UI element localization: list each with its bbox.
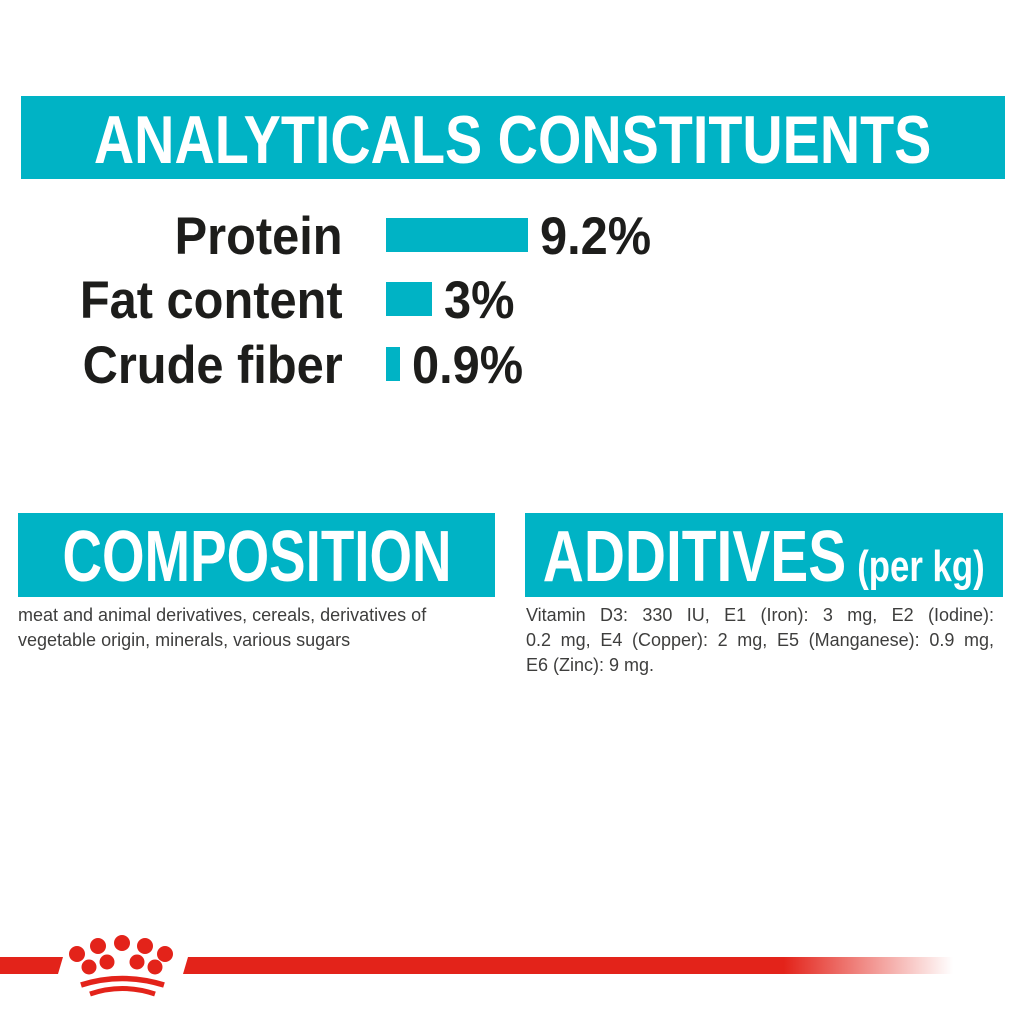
chart-row-crude-fiber: Crude fiber 0.9% — [0, 339, 533, 392]
composition-body: meat and animal derivatives, cereals, de… — [18, 603, 496, 653]
chart-bar-fat-content — [386, 282, 432, 316]
composition-title: COMPOSITION — [61, 517, 452, 597]
footer-rule-left — [0, 957, 63, 974]
chart-bar-crude-fiber — [386, 347, 400, 381]
additives-body-line: 0.2 mg, E4 (Copper): 2 mg, E5 (Manganese… — [526, 630, 994, 650]
footer-rule-right — [183, 957, 953, 974]
additives-body-line: Vitamin D3: 330 IU, E1 (Iron): 3 mg, E2 … — [526, 605, 994, 625]
analyticals-title: ANALYTICALS CONSTITUENTS — [94, 101, 932, 178]
chart-value-crude-fiber: 0.9% — [412, 336, 524, 395]
additives-title-group: ADDITIVES (per kg) — [543, 517, 985, 593]
composition-banner: COMPOSITION — [18, 513, 495, 597]
additives-title: ADDITIVES — [543, 517, 847, 597]
additives-body-line: E6 (Zinc): 9 mg. — [526, 655, 655, 675]
chart-value-protein: 9.2% — [540, 207, 652, 266]
additives-body: Vitamin D3: 330 IU, E1 (Iron): 3 mg, E2 … — [526, 603, 994, 678]
chart-label-protein: Protein — [175, 207, 343, 266]
additives-subtitle: (per kg) — [857, 542, 985, 591]
chart-row-fat-content: Fat content 3% — [0, 274, 521, 327]
analyticals-banner: ANALYTICALS CONSTITUENTS — [21, 96, 1005, 179]
chart-label-crude-fiber: Crude fiber — [82, 336, 343, 395]
chart-label-fat-content: Fat content — [80, 271, 343, 330]
chart-value-fat-content: 3% — [444, 271, 515, 330]
chart-row-protein: Protein 9.2% — [0, 210, 661, 263]
royal-canin-crown-icon — [69, 935, 173, 997]
additives-banner: ADDITIVES (per kg) — [525, 513, 1003, 597]
composition-body-line: meat and animal derivatives, cereals, de… — [18, 605, 427, 625]
composition-body-line: vegetable origin, minerals, various suga… — [18, 630, 351, 650]
chart-bar-protein — [386, 218, 528, 252]
